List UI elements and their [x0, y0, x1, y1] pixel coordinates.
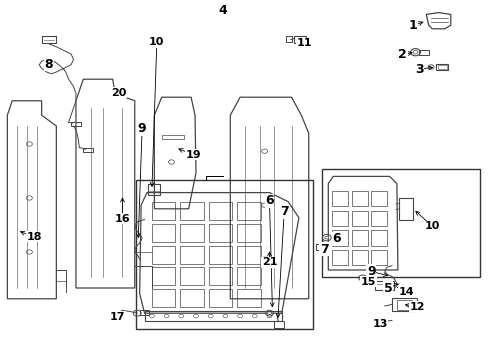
Bar [352, 191, 368, 206]
Bar [145, 311, 282, 321]
Bar [237, 267, 261, 285]
Bar [352, 250, 368, 265]
Text: 16: 16 [115, 214, 130, 224]
Bar [152, 202, 175, 220]
Bar [371, 211, 387, 226]
Bar [237, 246, 261, 264]
Circle shape [268, 312, 271, 315]
Text: 10: 10 [149, 37, 165, 48]
Text: 1: 1 [408, 19, 417, 32]
Bar [237, 202, 261, 220]
Text: 20: 20 [111, 88, 126, 98]
Text: 7: 7 [320, 243, 329, 256]
Bar [332, 230, 348, 246]
Bar [375, 281, 394, 290]
Text: 9: 9 [138, 122, 147, 135]
Text: 9: 9 [367, 265, 376, 278]
Bar [237, 289, 261, 307]
Bar [209, 289, 232, 307]
Text: 11: 11 [297, 38, 313, 48]
Bar [332, 250, 348, 265]
Bar [209, 224, 232, 242]
Bar [371, 230, 387, 246]
Bar [148, 184, 160, 195]
Bar [274, 321, 284, 328]
Bar [392, 298, 416, 311]
Text: 18: 18 [26, 232, 42, 242]
Bar [332, 191, 348, 206]
Text: 14: 14 [399, 287, 415, 297]
Bar [397, 300, 412, 310]
Text: 10: 10 [424, 221, 440, 231]
Bar [152, 267, 175, 285]
Bar [371, 191, 387, 206]
Bar [209, 267, 232, 285]
Bar [180, 289, 204, 307]
Text: 6: 6 [265, 194, 274, 207]
Text: 4: 4 [219, 4, 227, 17]
Text: 15: 15 [361, 277, 376, 287]
Bar [140, 310, 149, 315]
Bar [237, 224, 261, 242]
Text: 19: 19 [186, 150, 201, 160]
Bar [136, 180, 313, 329]
Bar [83, 148, 93, 152]
Bar [42, 36, 56, 43]
Bar [71, 122, 81, 126]
Bar [152, 289, 175, 307]
Text: 6: 6 [332, 232, 341, 245]
Text: 13: 13 [372, 319, 388, 329]
Text: 3: 3 [415, 63, 424, 76]
Bar [419, 50, 429, 55]
Bar [399, 198, 413, 220]
Bar [180, 246, 204, 264]
Text: 8: 8 [45, 58, 53, 71]
Bar [180, 267, 204, 285]
Bar [352, 211, 368, 226]
Bar [152, 224, 175, 242]
Bar [209, 246, 232, 264]
Text: 21: 21 [262, 257, 277, 267]
Bar [286, 36, 292, 42]
Bar [371, 250, 387, 265]
Bar [316, 244, 325, 250]
Bar [209, 202, 232, 220]
Bar [332, 211, 348, 226]
Bar [294, 36, 306, 43]
Bar [322, 169, 480, 277]
Bar [162, 135, 184, 139]
Text: 12: 12 [410, 302, 425, 312]
Bar [438, 65, 447, 69]
Bar [352, 230, 368, 246]
Text: 5: 5 [384, 282, 392, 294]
Bar [180, 202, 204, 220]
Bar [152, 246, 175, 264]
Text: 7: 7 [280, 205, 289, 218]
Bar [436, 64, 448, 70]
Text: 2: 2 [398, 48, 407, 61]
Bar [180, 224, 204, 242]
Circle shape [325, 236, 329, 239]
Text: 17: 17 [110, 312, 125, 322]
